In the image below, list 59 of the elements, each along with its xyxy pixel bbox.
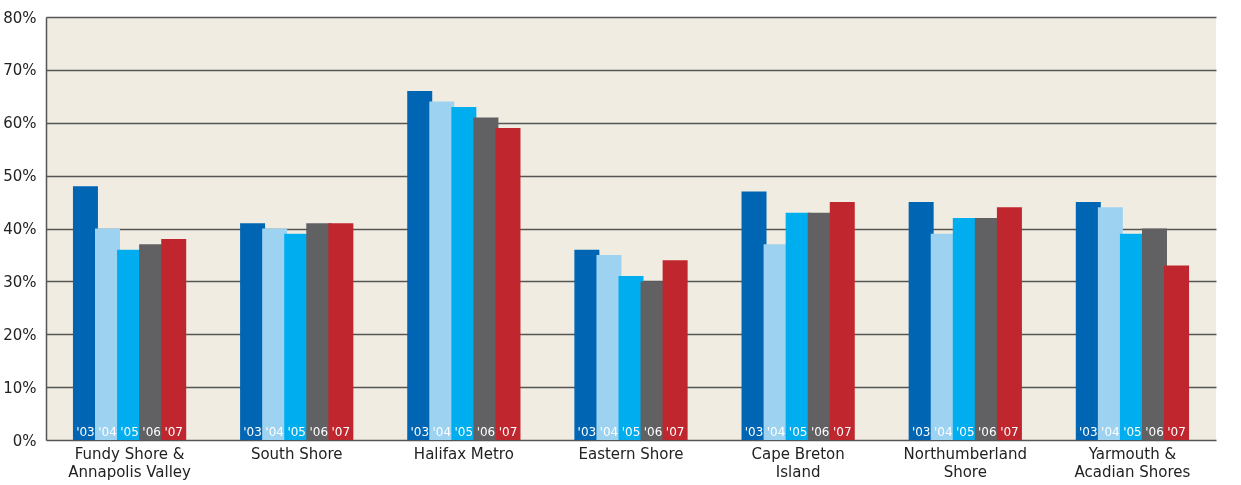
bar (596, 254, 622, 440)
bar (829, 202, 855, 440)
series-label: '07 (164, 425, 183, 439)
y-tick-label: 80% (3, 8, 37, 27)
text: '05 (788, 425, 808, 439)
text: '03 (744, 425, 764, 439)
y-tick-label: 70% (3, 61, 37, 80)
bar (1164, 265, 1190, 440)
text: '04 (599, 425, 619, 439)
x-tick-label: Halifax Metro (413, 444, 514, 463)
bar (161, 239, 187, 440)
text: '07 (331, 425, 351, 439)
bar (328, 223, 354, 440)
bar (662, 260, 688, 440)
text: '03 (410, 425, 430, 439)
x-tick-label: Northumberland Shore (903, 444, 1027, 481)
y-tick-label: 0% (12, 431, 37, 450)
text: '06 (476, 425, 496, 439)
text: '07 (1167, 425, 1186, 439)
x-tick-label: Yarmouth & Acadian Shores (1074, 444, 1191, 481)
series-label: '06 (142, 425, 161, 439)
x-tick-label: Eastern Shore (578, 444, 684, 463)
text: '06 (643, 425, 663, 439)
text: '05 (454, 425, 474, 439)
text: '05 (621, 425, 641, 439)
series-label: '04 (98, 425, 117, 439)
y-tick-label: 20% (3, 325, 37, 344)
x-tick-label: Fundy Shore & Annapolis Valley (68, 444, 192, 481)
x-tick-label: Cape Breton Island (751, 444, 845, 481)
text: '07 (832, 425, 852, 439)
y-tick-label: 60% (3, 114, 37, 133)
series-label: '05 (120, 425, 139, 439)
text: '03 (1079, 425, 1098, 439)
text: '04 (933, 425, 953, 439)
text: '04 (1101, 425, 1120, 439)
x-tick-label: South Shore (250, 444, 343, 463)
text: '04 (432, 425, 452, 439)
text: '05 (956, 425, 975, 439)
y-tick-label: 50% (3, 167, 37, 186)
text: '06 (309, 425, 329, 439)
text: '06 (810, 425, 830, 439)
text: '05 (287, 425, 306, 439)
text: '07 (1000, 425, 1019, 439)
text: '06 (1145, 425, 1164, 439)
bar (996, 207, 1022, 440)
text: '07 (498, 425, 518, 439)
series-label: '03 (76, 425, 95, 439)
y-tick-label: 40% (3, 220, 37, 238)
text: '07 (665, 425, 685, 439)
text: '06 (978, 425, 997, 439)
text: '04 (265, 425, 284, 439)
text: '03 (577, 425, 597, 439)
text: '03 (243, 425, 262, 439)
bar (495, 128, 521, 440)
y-tick-label: 10% (3, 378, 37, 397)
text: '05 (1123, 425, 1142, 439)
text: '03 (911, 425, 931, 439)
text: '04 (766, 425, 786, 439)
y-tick-label: 30% (3, 272, 37, 291)
